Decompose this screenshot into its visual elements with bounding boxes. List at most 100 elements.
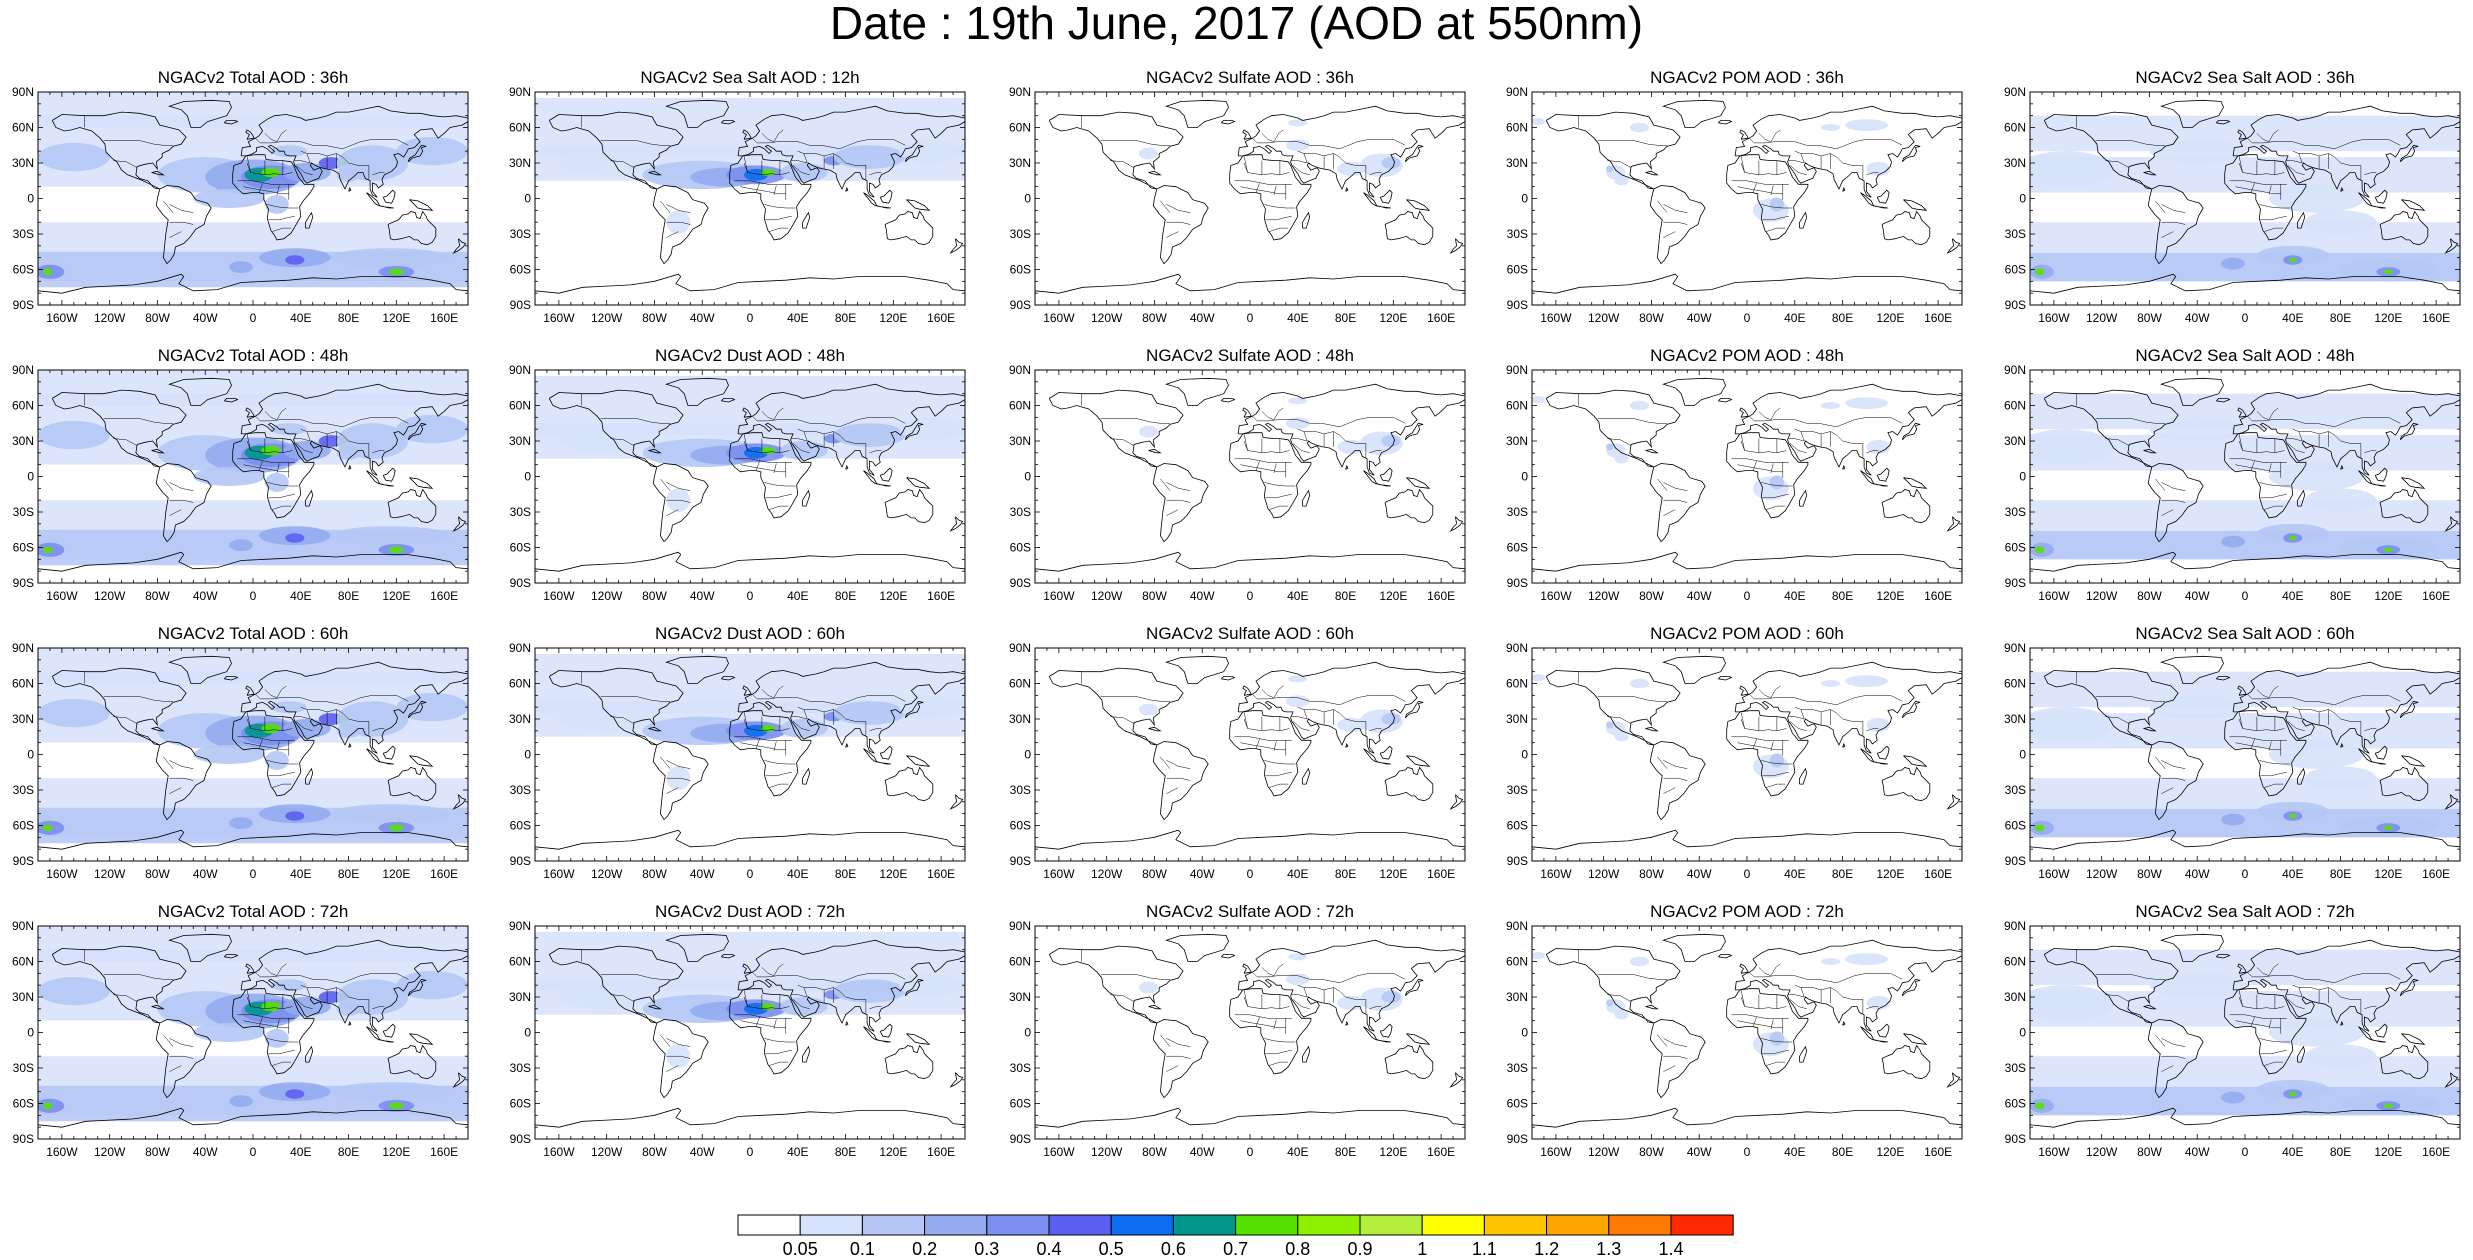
lat-tick-label: 60S [13, 1097, 34, 1111]
lat-tick-label: 60N [1506, 955, 1528, 969]
lon-tick-label: 160W [1540, 311, 1572, 325]
lat-tick-label: 30S [2005, 1061, 2026, 1075]
lat-tick-label: 90S [1010, 298, 1031, 312]
lon-tick-label: 160W [46, 1145, 78, 1159]
lat-tick-label: 60N [1506, 121, 1528, 135]
lon-tick-label: 40E [1784, 589, 1805, 603]
lon-tick-label: 160E [2422, 311, 2450, 325]
lon-tick-label: 40W [2185, 1145, 2210, 1159]
lon-tick-label: 120W [1588, 867, 1620, 881]
lon-tick-label: 160W [543, 867, 575, 881]
lon-tick-label: 0 [1247, 589, 1254, 603]
lat-tick-label: 90N [1009, 919, 1031, 933]
lon-tick-label: 80W [642, 1145, 667, 1159]
lon-tick-label: 120W [591, 311, 623, 325]
lon-tick-label: 80E [2330, 589, 2351, 603]
lat-tick-label: 60N [1009, 399, 1031, 413]
lat-tick-label: 30S [2005, 227, 2026, 241]
lon-tick-label: 0 [1247, 311, 1254, 325]
panel-title: NGACv2 Dust AOD : 48h [655, 346, 845, 365]
lon-tick-label: 80E [835, 311, 856, 325]
lat-tick-label: 60N [2004, 121, 2026, 135]
lat-tick-label: 90N [509, 85, 531, 99]
lon-tick-label: 120E [382, 867, 410, 881]
lon-tick-label: 40W [1190, 1145, 1215, 1159]
lon-tick-label: 160W [46, 589, 78, 603]
lon-tick-label: 120W [2086, 311, 2118, 325]
lat-tick-label: 60S [2005, 819, 2026, 833]
lat-tick-label: 0 [2019, 192, 2026, 206]
panel-title: NGACv2 POM AOD : 48h [1650, 346, 1844, 365]
aod-field [1532, 92, 1962, 305]
panel-title: NGACv2 Total AOD : 60h [157, 624, 349, 643]
lon-tick-label: 80W [145, 1145, 170, 1159]
lat-tick-label: 30S [1507, 505, 1528, 519]
map-panel: NGACv2 Dust AOD : 72h 90N 60N 30N 0 30S 60S 90S… [497, 902, 997, 1182]
lon-tick-label: 120E [879, 311, 907, 325]
lat-tick-label: 0 [524, 470, 531, 484]
lat-tick-label: 30S [13, 1061, 34, 1075]
lon-tick-label: 160W [1540, 589, 1572, 603]
panel-title: NGACv2 Sea Salt AOD : 12h [640, 68, 860, 87]
map-plot: 90N 60N 30N 0 30S 60S 90S 160W 120W 80W 40W 0 40E 80E… [2004, 919, 2461, 1159]
map-panel: NGACv2 Total AOD : 72h 90N 60N 30N 0 30S 60S 90… [0, 902, 500, 1182]
panel-title: NGACv2 Sulfate AOD : 48h [1146, 346, 1354, 365]
lat-tick-label: 0 [1024, 192, 1031, 206]
lat-tick-label: 0 [1521, 748, 1528, 762]
lat-tick-label: 90N [2004, 919, 2026, 933]
lon-tick-label: 80W [642, 589, 667, 603]
lat-tick-label: 30N [1506, 434, 1528, 448]
aod-field [1532, 370, 1962, 583]
aod-field [38, 92, 468, 305]
map-panel: NGACv2 Sea Salt AOD : 12h 90N 60N 30N 0 30S 60… [497, 68, 997, 348]
lon-tick-label: 160E [430, 311, 458, 325]
coastlines [535, 377, 965, 572]
lat-tick-label: 30N [12, 156, 34, 170]
lon-tick-label: 0 [747, 867, 754, 881]
map-panel: NGACv2 POM AOD : 72h 90N 60N 30N 0 30S 60S 90S 1… [1494, 902, 1994, 1182]
lat-tick-label: 90S [510, 1132, 531, 1146]
lon-tick-label: 80W [1142, 589, 1167, 603]
map-plot: 90N 60N 30N 0 30S 60S 90S 160W 120W 80W 40W 0 40E 80E… [12, 641, 469, 881]
aod-field [1532, 926, 1962, 1139]
lon-tick-label: 120E [2374, 311, 2402, 325]
lon-tick-label: 80E [2330, 1145, 2351, 1159]
panel-title: NGACv2 Sea Salt AOD : 60h [2135, 624, 2355, 643]
coastlines [1532, 933, 1962, 1128]
lat-tick-label: 60N [1506, 677, 1528, 691]
lat-tick-label: 0 [524, 1026, 531, 1040]
map-panel: NGACv2 POM AOD : 48h 90N 60N 30N 0 30S 60S 90S 1… [1494, 346, 1994, 626]
lat-tick-label: 0 [2019, 748, 2026, 762]
lon-tick-label: 160E [1427, 311, 1455, 325]
lon-tick-label: 160E [2422, 589, 2450, 603]
lon-tick-label: 160E [430, 867, 458, 881]
coastlines [1035, 655, 1465, 850]
lon-tick-label: 40E [787, 867, 808, 881]
lon-tick-label: 0 [250, 867, 257, 881]
map-panel: NGACv2 POM AOD : 36h 90N 60N 30N 0 30S 60S 90S 1… [1494, 68, 1994, 348]
lon-tick-label: 160E [430, 1145, 458, 1159]
lon-tick-label: 120E [382, 311, 410, 325]
lon-tick-label: 40W [690, 311, 715, 325]
lon-tick-label: 0 [1744, 1145, 1751, 1159]
lon-tick-label: 160E [1924, 311, 1952, 325]
lon-tick-label: 80E [338, 589, 359, 603]
lat-tick-label: 90S [2005, 576, 2026, 590]
lon-tick-label: 160W [1540, 867, 1572, 881]
lat-tick-label: 60S [1507, 1097, 1528, 1111]
lat-tick-label: 90N [2004, 85, 2026, 99]
lon-tick-label: 40E [1784, 867, 1805, 881]
lat-tick-label: 30S [13, 227, 34, 241]
lon-tick-label: 40W [690, 589, 715, 603]
lat-tick-label: 90S [1507, 298, 1528, 312]
lon-tick-label: 40E [1784, 1145, 1805, 1159]
lon-tick-label: 120W [2086, 1145, 2118, 1159]
lat-tick-label: 60S [1507, 819, 1528, 833]
lat-tick-label: 90N [12, 363, 34, 377]
lat-tick-label: 30N [1009, 156, 1031, 170]
lat-tick-label: 90N [1009, 85, 1031, 99]
lon-tick-label: 40E [787, 1145, 808, 1159]
lon-tick-label: 120W [1091, 589, 1123, 603]
map-plot: 90N 60N 30N 0 30S 60S 90S 160W 120W 80W 40W 0 40E 80E… [1009, 363, 1466, 603]
lat-tick-label: 60N [509, 399, 531, 413]
